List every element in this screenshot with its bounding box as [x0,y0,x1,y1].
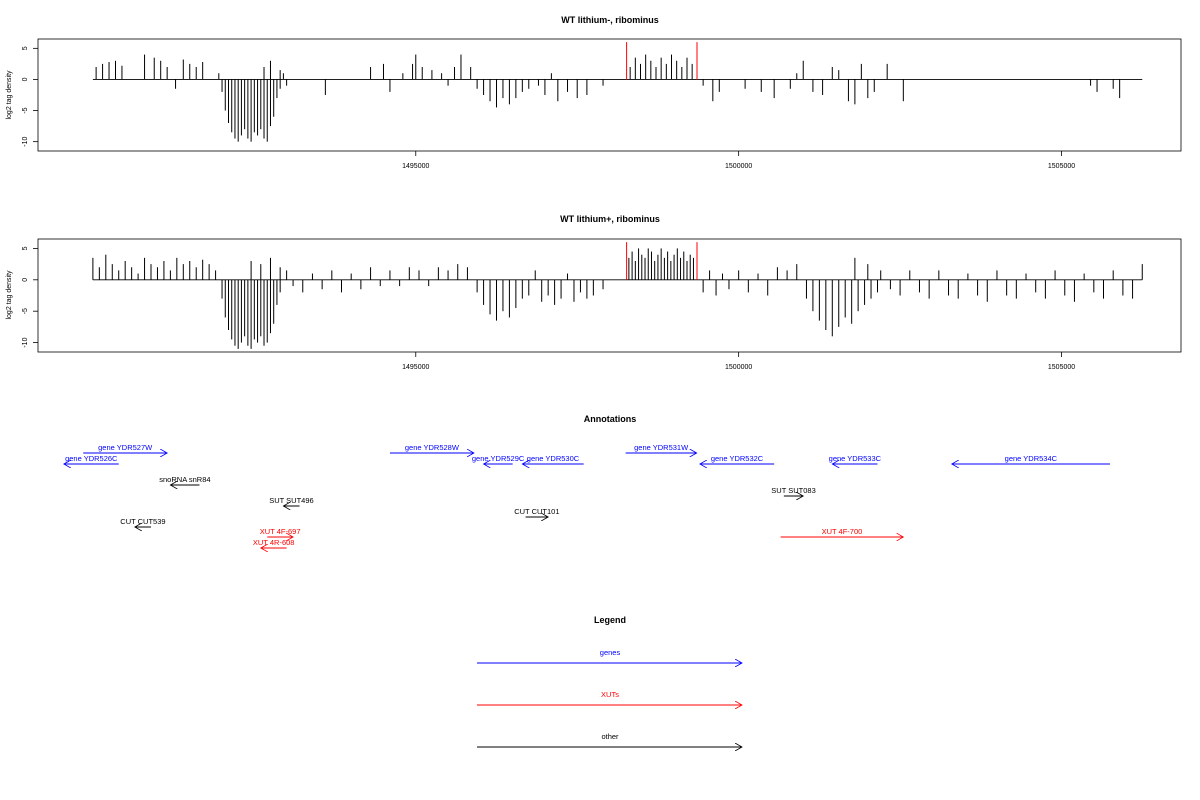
legend-label: other [601,732,619,741]
feature-label: gene YDR526C [65,454,118,463]
feature-label: XUT 4F-700 [822,527,863,536]
feature-label: SUT SUT083 [771,486,815,495]
y-tick-label: -5 [22,107,29,113]
y-axis-label: log2 tag density [6,270,13,320]
y-tick-label: -10 [22,137,29,147]
x-tick-label: 1500000 [725,163,752,170]
feature-label: gene YDR533C [829,454,882,463]
chart-title: WT lithium+, ribominus [560,214,660,224]
feature-label: gene YDR532C [711,454,764,463]
signal-bars [95,42,1121,142]
y-axis: 5 0 -5 -10 [22,46,38,147]
feature-label: XUT 4R-608 [253,538,295,547]
chart-title: WT lithium-, ribominus [561,15,659,25]
x-tick-label: 1495000 [402,163,429,170]
legend: Legend genes XUTs other [477,615,742,747]
y-tick-label: -5 [22,308,29,314]
legend-title: Legend [594,615,626,625]
feature-label: XUT 4F-697 [260,527,301,536]
feature-label: SUT SUT496 [269,496,313,505]
x-tick-label: 1495000 [402,364,429,371]
feature-label: CUT CUT539 [120,517,165,526]
y-tick-label: -10 [22,337,29,347]
y-tick-label: 0 [22,278,29,282]
legend-entries: genes XUTs other [477,648,742,747]
feature-label: gene YDR527W [98,443,153,452]
feature-label: gene YDR530C [527,454,580,463]
y-tick-label: 5 [22,46,29,50]
feature-label: gene YDR528W [405,443,460,452]
x-tick-label: 1505000 [1048,364,1075,371]
legend-label: genes [600,648,621,657]
y-axis-label: log2 tag density [6,70,13,120]
x-axis: 1495000 1500000 1505000 [402,151,1075,170]
annotation-features: gene YDR527W gene YDR526C gene YDR528W gene… [64,443,1110,548]
feature-label: gene YDR529C [472,454,525,463]
plot-frame [37,238,1182,353]
panel-lithium-plus: WT lithium+, ribominus log2 tag density … [6,214,1182,371]
feature-label: gene YDR534C [1005,454,1058,463]
x-tick-label: 1500000 [725,364,752,371]
annotations-title: Annotations [584,414,637,424]
y-tick-label: 5 [22,246,29,250]
signal-bars [92,242,1143,349]
feature-label: snoRNA snR84 [159,475,210,484]
y-axis: 5 0 -5 -10 [22,246,38,348]
y-tick-label: 0 [22,77,29,81]
x-tick-label: 1505000 [1048,163,1075,170]
feature-label: CUT CUT101 [514,507,559,516]
legend-label: XUTs [601,690,619,699]
panel-lithium-minus: WT lithium-, ribominus log2 tag density … [6,15,1182,170]
plot-frame [37,38,1182,152]
x-axis: 1495000 1500000 1505000 [402,352,1075,371]
feature-label: gene YDR531W [634,443,689,452]
